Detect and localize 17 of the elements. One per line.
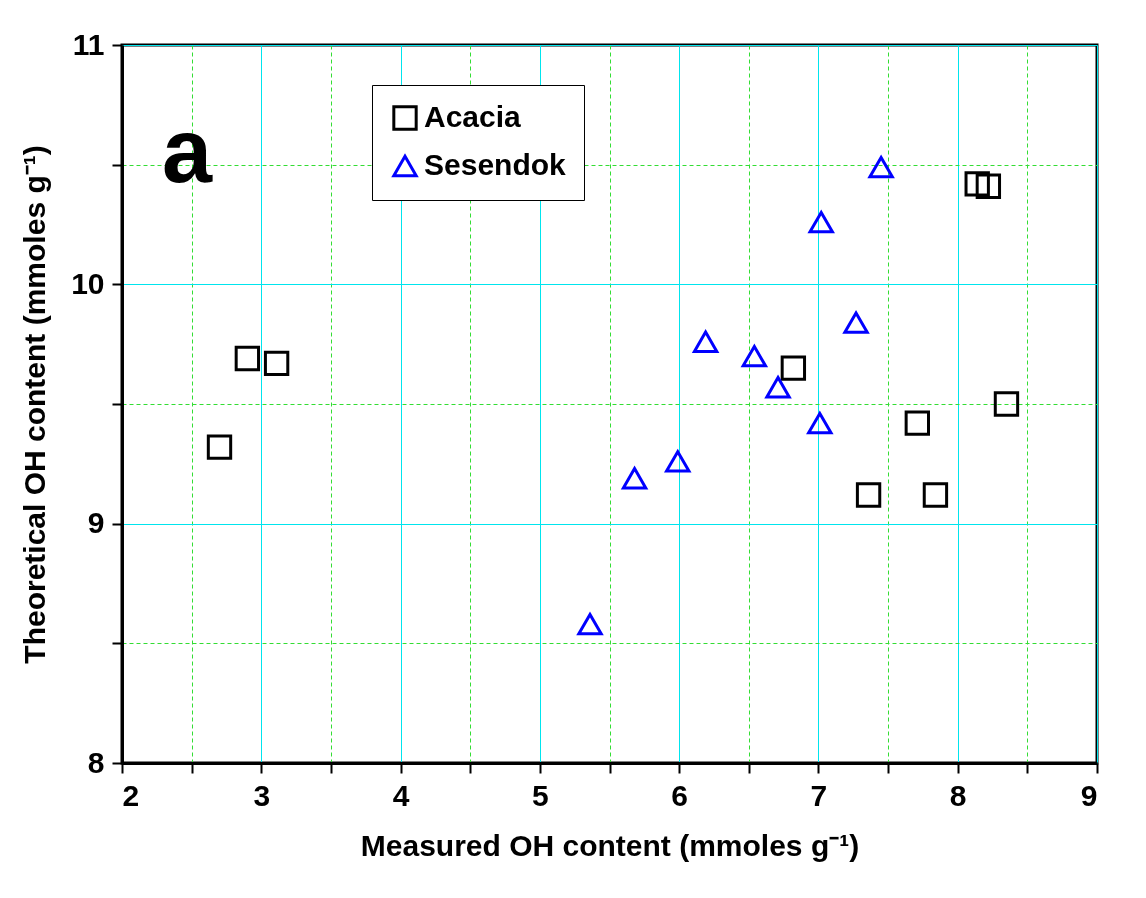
x-tick-label: 6 (671, 778, 688, 812)
y-tick-label: 10 (71, 266, 105, 300)
y-tick-label: 8 (87, 745, 105, 779)
annotation: a (162, 101, 213, 201)
x-tick-label: 2 (122, 778, 140, 812)
x-axis-title: Measured OH content (mmoles g⁻¹) (360, 828, 860, 862)
x-tick-label: 5 (532, 778, 549, 812)
x-tick-label: 4 (392, 778, 410, 812)
x-tick-label: 9 (1080, 778, 1098, 812)
legend-label: Sesendok (424, 148, 567, 181)
legend-label: Acacia (424, 100, 522, 133)
x-tick-label: 7 (810, 778, 828, 812)
y-tick-label: 9 (87, 506, 105, 540)
x-tick-label: 8 (949, 778, 967, 812)
y-axis-title: Theoretical OH content (mmoles g⁻¹) (18, 145, 52, 664)
y-tick-label: 11 (72, 27, 105, 61)
x-tick-label: 3 (253, 778, 271, 812)
